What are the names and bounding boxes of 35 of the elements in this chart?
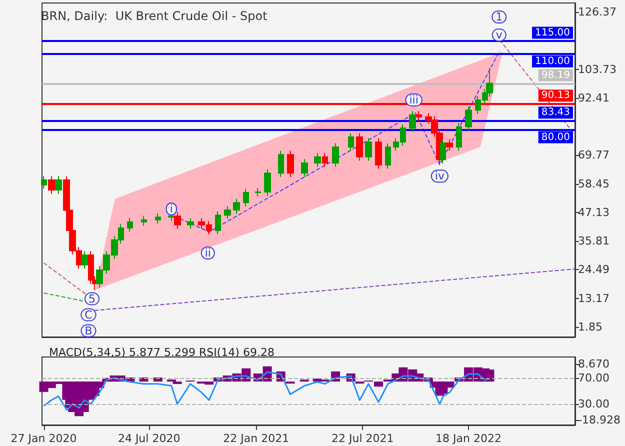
ref-line-label: 98.19 (541, 70, 570, 81)
annotation: v (496, 28, 503, 42)
y-tick-label: 69.77 (578, 148, 610, 162)
y-tick-label: 47.13 (578, 206, 610, 219)
annotation: iv (434, 170, 445, 183)
ref-line-label: 83.43 (541, 107, 570, 118)
x-tick-label: 22 Jan 2021 (223, 432, 290, 445)
x-tick-label: 24 Jul 2020 (118, 432, 180, 445)
y-tick-label: 1.85 (578, 320, 602, 334)
y-tick-label: 126.37 (578, 6, 616, 19)
y2-tick-label: 70.00 (578, 372, 610, 384)
y-tick-label: 24.49 (578, 263, 610, 276)
y-tick-label: 8.670 (578, 357, 610, 370)
annotation: i (170, 202, 173, 216)
y2-tick-label: 30.00 (578, 398, 610, 410)
y-tick-label: 35.81 (578, 234, 610, 248)
annotation: B (84, 324, 92, 338)
y-tick-label: 92.41 (578, 91, 610, 104)
annotation: iii (409, 93, 418, 106)
y-tick-label: 13.17 (578, 292, 610, 305)
ref-line-label: 110.00 (535, 56, 570, 67)
y-tick-label: -18.928 (578, 413, 620, 426)
chart-title: MACD(5,34,5) 5.877 5.299 RSI(14) 69.28 (49, 346, 274, 359)
annotation: 1 (496, 10, 503, 24)
ref-line-label: 115.00 (535, 27, 570, 38)
x-tick-label: 22 Jul 2021 (331, 432, 394, 445)
x-tick-label: 27 Jan 2020 (10, 432, 77, 445)
ref-line-label: 80.00 (541, 132, 570, 143)
annotation: 5 (88, 292, 96, 306)
annotation: ii (204, 246, 211, 260)
y-tick-label: 58.45 (578, 177, 610, 190)
ref-line-label: 90.13 (541, 90, 570, 102)
annotation: C (84, 308, 93, 322)
y-tick-label: 103.73 (578, 62, 616, 76)
x-tick-label: 18 Jan 2022 (436, 432, 502, 445)
